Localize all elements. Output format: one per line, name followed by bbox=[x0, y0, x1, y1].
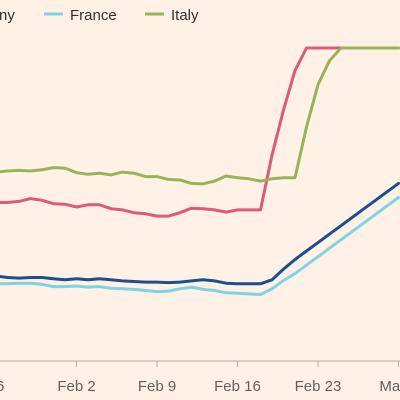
legend-label-france: France bbox=[70, 7, 117, 24]
series-line-italy bbox=[0, 46, 400, 186]
x-axis: 26 Feb 2 Feb 9 Feb 16 Feb 23 Mar 1 bbox=[0, 360, 400, 395]
legend-label-germany: ny bbox=[0, 7, 15, 24]
x-tick-label: Mar 1 bbox=[379, 378, 400, 395]
x-tick-label: 26 bbox=[0, 378, 4, 395]
series-line-germany-low bbox=[0, 181, 400, 286]
series-line-france bbox=[0, 196, 400, 296]
x-tick-label: Feb 2 bbox=[57, 378, 95, 395]
legend: ny France Italy bbox=[0, 7, 199, 24]
x-tick-label: Feb 23 bbox=[295, 378, 342, 395]
x-tick-label: Feb 16 bbox=[214, 378, 261, 395]
series-line-germany bbox=[0, 46, 400, 218]
legend-label-italy: Italy bbox=[171, 7, 199, 24]
x-tick-label: Feb 9 bbox=[138, 378, 176, 395]
series-lines bbox=[0, 46, 400, 296]
